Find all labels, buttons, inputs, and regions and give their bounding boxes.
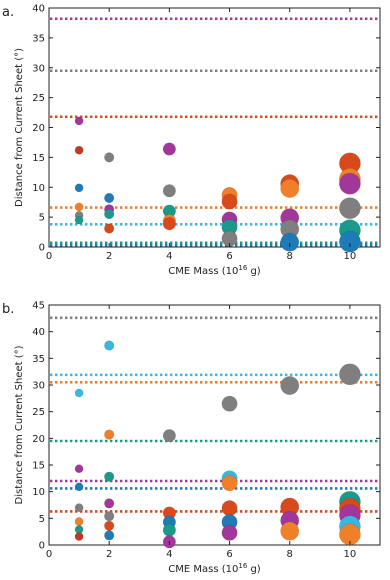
panel-b-panel-label: b. — [2, 302, 14, 317]
panel-a-data-point-26 — [74, 116, 84, 126]
panel-b-y-tick-label-0: 0 — [39, 541, 45, 552]
panel-b-data-point-26 — [104, 520, 115, 531]
panel-b-x-axis-label: CME Mass (1016 g) — [168, 562, 261, 575]
panel-a-y-tick-label-6: 30 — [32, 63, 45, 74]
panel-b-data-point-23 — [104, 471, 115, 482]
panel-a-y-tick-label-2: 10 — [32, 183, 45, 194]
panel-a-data-point-28 — [74, 183, 84, 193]
panel-a-x-tick-label-3: 6 — [226, 251, 232, 262]
panel-b-x-tick-label-3: 6 — [226, 549, 232, 560]
panel-b-data-point-16 — [162, 429, 176, 443]
panel-b-data-point-22 — [104, 429, 115, 440]
panel-b-data-point-0 — [339, 363, 361, 386]
panel-a-data-point-16 — [162, 142, 176, 156]
panel-b-y-tick-label-7: 35 — [32, 354, 45, 365]
panel-a-data-point-2 — [339, 172, 361, 195]
panel-b-data-point-21 — [104, 340, 115, 351]
panel-a-data-point-22 — [104, 192, 115, 204]
panel-b-x-tick-label-5: 10 — [344, 549, 357, 560]
panel-a-x-axis-label: CME Mass (1016 g) — [168, 264, 261, 277]
panel-a-data-point-3 — [339, 197, 361, 220]
panel-a-x-tick-label-1: 2 — [106, 251, 112, 262]
panel-b-x-tick-label-0: 0 — [46, 549, 52, 560]
panel-b-y-tick-label-1: 5 — [39, 514, 45, 525]
panel-b-data-point-28 — [74, 388, 84, 398]
panel-b-data-point-6 — [280, 376, 300, 395]
panel-b-data-point-32 — [74, 517, 84, 526]
panel-a-y-tick-label-3: 15 — [32, 153, 45, 164]
panel-b-data-point-29 — [74, 464, 84, 474]
panel-a-data-point-17 — [162, 184, 176, 198]
panel-a-data-point-27 — [74, 145, 84, 155]
panel-a-data-point-12 — [221, 193, 238, 210]
panel-b-data-point-24 — [104, 498, 115, 509]
panel-b-y-tick-label-5: 25 — [32, 407, 45, 418]
panel-b-y-tick-label-9: 45 — [32, 301, 45, 312]
panel-b-data-point-30 — [74, 482, 84, 492]
panel-a-data-point-5 — [339, 230, 361, 253]
panel-a-y-tick-label-4: 20 — [32, 123, 45, 134]
panel-a-data-point-25 — [104, 223, 115, 234]
panel-b-data-point-12 — [221, 475, 238, 492]
panel-b-y-axis-label: Distance from Current Sheet (°) — [14, 345, 25, 504]
panel-a-x-tick-label-5: 10 — [344, 251, 357, 262]
panel-b-x-tick-label-4: 8 — [287, 549, 293, 560]
panel-a-y-tick-label-5: 25 — [32, 93, 45, 104]
panel-a-data-point-7 — [280, 178, 300, 198]
panel-a-y-tick-label-1: 5 — [39, 213, 45, 224]
panel-b-y-tick-label-4: 20 — [32, 434, 45, 445]
panel-a-data-point-10 — [280, 232, 300, 252]
panel-b-y-tick-label-2: 10 — [32, 487, 45, 498]
panel-b-y-tick-label-8: 40 — [32, 327, 45, 338]
panel-b-data-point-31 — [74, 503, 84, 513]
panel-b-x-tick-label-1: 2 — [106, 549, 112, 560]
panel-a-plot-frame — [48, 7, 381, 248]
panel-a-x-tick-label-2: 4 — [166, 251, 172, 262]
panel-a-y-tick-label-0: 0 — [39, 243, 45, 254]
panel-a-data-point-24 — [104, 208, 115, 220]
panel-a-x-tick-label-4: 8 — [287, 251, 293, 262]
panel-b-x-tick-label-2: 4 — [166, 549, 172, 560]
panel-a-x-tick-label-0: 0 — [46, 251, 52, 262]
panel-b: 0 2 4 6 8 10 0 5 10 15 20 25 30 35 40 45 CME Mass (1016 … — [2, 301, 381, 575]
panel-a-data-point-20 — [162, 217, 176, 231]
panel-b-data-point-9 — [280, 521, 300, 541]
panel-b-y-tick-label-3: 15 — [32, 461, 45, 472]
panel-b-data-point-13 — [221, 500, 238, 517]
panel-a-data-point-21 — [104, 152, 115, 163]
panel-b-data-point-19 — [162, 523, 176, 537]
panel-a-panel-label: a. — [2, 5, 14, 20]
panel-b-data-point-25 — [104, 511, 115, 522]
panel-a-y-tick-label-7: 35 — [32, 33, 45, 44]
panel-b-data-point-27 — [104, 530, 115, 541]
panel-b-data-point-34 — [74, 532, 84, 541]
panel-b-data-point-10 — [221, 395, 238, 412]
panel-a-y-axis-label: Distance from Current Sheet (°) — [14, 48, 25, 207]
panel-b-data-point-15 — [221, 524, 238, 541]
panel-b-plot-frame — [48, 304, 381, 546]
panel-b-y-tick-label-6: 30 — [32, 381, 45, 392]
panel-a-data-point-29 — [74, 202, 84, 212]
panel-a: 0 2 4 6 8 10 0 5 10 15 20 25 30 35 40 CME Mass (1016 g)… — [2, 4, 381, 277]
panel-a-data-point-31 — [74, 215, 84, 225]
panel-a-y-tick-label-8: 40 — [32, 4, 45, 15]
